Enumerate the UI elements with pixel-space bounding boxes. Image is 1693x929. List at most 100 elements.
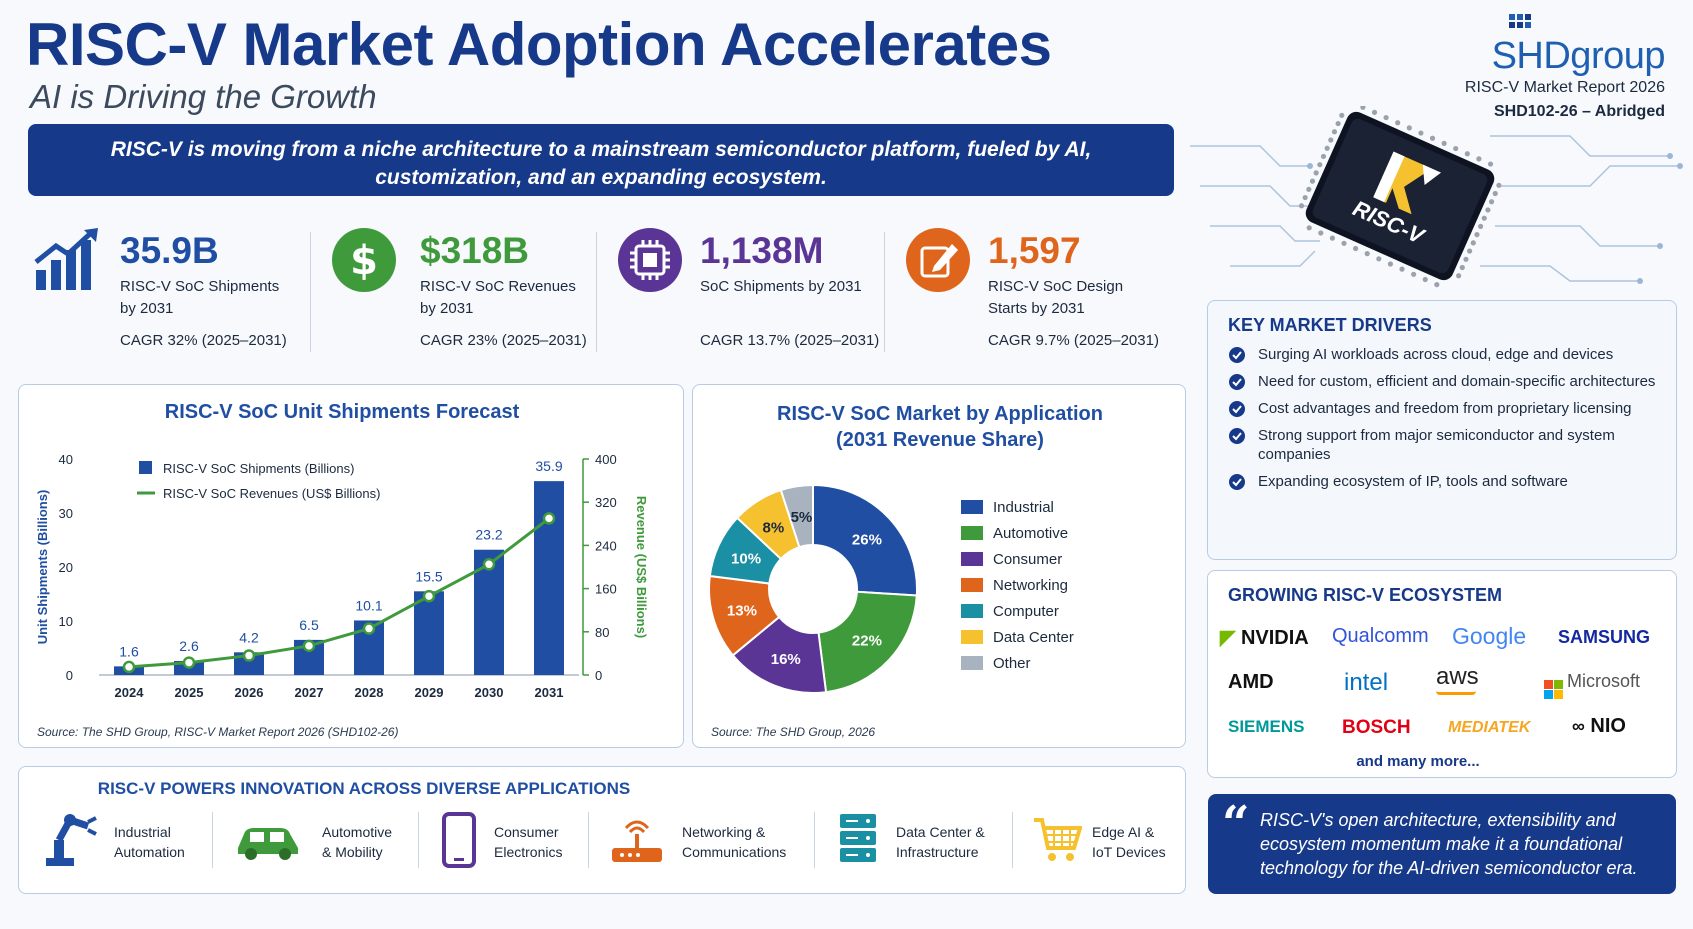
chip-pin	[1339, 112, 1345, 118]
x-tick-label: 2031	[535, 685, 564, 700]
legend-item: Other	[961, 655, 1031, 672]
y-tick-label: 10	[59, 614, 73, 629]
stat-cagr: CAGR 9.7% (2025–2031)	[988, 332, 1159, 349]
shipments-forecast-panel: RISC-V SoC Unit Shipments Forecast 0 10 20…	[18, 384, 684, 748]
driver-item: Surging AI workloads across cloud, edge …	[1228, 345, 1658, 364]
revenue-point	[242, 649, 256, 662]
y-tick-label: 30	[59, 506, 73, 521]
stat-revenues: $ $318B RISC-V SoC Revenues by 2031 CAGR…	[330, 226, 610, 360]
chip-pin	[1496, 182, 1502, 188]
applications-title: RISC-V POWERS INNOVATION ACROSS DIVERSE …	[97, 779, 631, 798]
amd-logo: AMD	[1228, 671, 1274, 693]
legend-label: Computer	[993, 603, 1059, 620]
y2-tick-label: 0	[595, 668, 602, 683]
chart-source: Source: The SHD Group, RISC-V Market Rep…	[37, 725, 399, 739]
chart-title: RISC-V SoC Market by Application	[777, 403, 1103, 425]
stat-label: RISC-V SoC Revenues by 2031	[420, 278, 576, 317]
chart-subtitle: (2031 Revenue Share)	[836, 429, 1044, 451]
driver-item: Need for custom, efficient and domain-sp…	[1228, 372, 1658, 391]
stat-soc-shipments: 1,138M SoC Shipments by 2031 CAGR 13.7% …	[616, 226, 896, 360]
legend-item: Consumer	[961, 551, 1062, 568]
donut-slice	[817, 590, 918, 694]
quote-icon: “	[1222, 796, 1250, 852]
shipment-bar	[414, 591, 444, 675]
driver-text: Surging AI workloads across cloud, edge …	[1258, 346, 1614, 363]
chip-pin	[1353, 245, 1359, 252]
chip-pin	[1481, 215, 1487, 221]
page-title: RISC-V Market Adoption Accelerates	[26, 11, 1052, 78]
y2-tick-label: 400	[595, 452, 617, 467]
y2-tick-label: 320	[595, 495, 617, 510]
headline-banner: RISC-V is moving from a niche architectu…	[28, 124, 1174, 196]
chip-pin	[1453, 145, 1459, 152]
risc-v-chip-illustration: RISC-V	[1190, 106, 1683, 288]
legend-item: Industrial	[961, 499, 1054, 516]
legend-swatch	[961, 604, 983, 618]
router-icon	[612, 820, 662, 862]
legend-label: Data Center	[993, 629, 1074, 646]
google-logo: Google	[1452, 623, 1527, 649]
app-label: Networking & Communications	[682, 824, 787, 860]
nio-logo: ∞ NIO	[1572, 715, 1626, 737]
ecosystem-title: GROWING RISC-V ECOSYSTEM	[1228, 585, 1503, 605]
bar-data-label: 35.9	[535, 458, 562, 474]
app-automotive: Automotive & Mobility	[234, 810, 404, 870]
intel-logo: intel	[1344, 669, 1389, 696]
divider	[588, 812, 589, 868]
chip-pin	[1328, 137, 1334, 143]
divider	[596, 232, 597, 352]
legend-swatch	[961, 500, 983, 514]
divider	[212, 812, 213, 868]
chip-pin	[1487, 161, 1494, 167]
check-circle-icon	[1229, 474, 1245, 490]
x-tick-label: 2030	[475, 685, 504, 700]
revenue-point	[482, 558, 496, 571]
bar-data-label: 23.2	[475, 527, 502, 543]
chip-pin	[1317, 162, 1323, 168]
key-drivers-panel: KEY MARKET DRIVERS Surging AI workloads …	[1207, 300, 1677, 560]
divider	[884, 232, 885, 352]
nvidia-logo: ◤ NVIDIA	[1220, 627, 1309, 649]
stat-cagr: CAGR 32% (2025–2031)	[120, 332, 287, 349]
check-circle-icon	[1229, 347, 1245, 363]
y2-tick-label: 80	[595, 625, 609, 640]
check-circle-icon	[1229, 374, 1245, 390]
chip-pin	[1463, 256, 1469, 262]
revenue-point	[422, 589, 436, 603]
x-tick-label: 2026	[235, 685, 264, 700]
chip-pin	[1474, 232, 1480, 238]
slice-label: 8%	[763, 520, 785, 537]
chip-pin	[1306, 186, 1312, 192]
app-data-center: Data Center & Infrastructure	[836, 810, 1016, 870]
chip-pin	[1459, 264, 1465, 271]
report-title: RISC-V Market Report 2026	[1464, 79, 1665, 96]
bar-data-label: 6.5	[299, 617, 319, 633]
chip-pin	[1331, 129, 1338, 135]
siemens-logo: SIEMENS	[1228, 717, 1305, 736]
bar-growth-icon	[34, 228, 98, 290]
chip-pin	[1395, 120, 1401, 126]
chip-pin	[1302, 194, 1308, 201]
chip-pin	[1470, 240, 1476, 246]
chip-pin	[1406, 125, 1412, 131]
brand-logo: SHDgroup RISC-V Market Report 2026 SHD10…	[1455, 14, 1666, 124]
legend-swatch	[961, 630, 983, 644]
chip-pin	[1364, 251, 1370, 257]
chip-pin	[1492, 190, 1498, 197]
app-label: Edge AI & IoT Devices	[1092, 824, 1166, 860]
revenue-point	[362, 622, 376, 635]
chip-pin	[1309, 178, 1316, 184]
chip-pin	[1399, 266, 1405, 272]
x-tick-label: 2024	[115, 685, 145, 700]
revenue-point	[182, 656, 196, 669]
chip-pin	[1383, 114, 1389, 121]
donut-slice	[812, 483, 918, 597]
app-industrial-automation: Industrial Automation	[42, 810, 212, 870]
chip-pin	[1456, 273, 1462, 279]
driver-item: Expanding ecosystem of IP, tools and sof…	[1228, 472, 1658, 491]
chip-icon	[618, 228, 682, 292]
check-circle-icon	[1229, 428, 1245, 444]
stat-value: 35.9B	[120, 230, 219, 271]
bar-data-label: 2.6	[179, 638, 199, 654]
cart-icon	[1034, 818, 1082, 861]
